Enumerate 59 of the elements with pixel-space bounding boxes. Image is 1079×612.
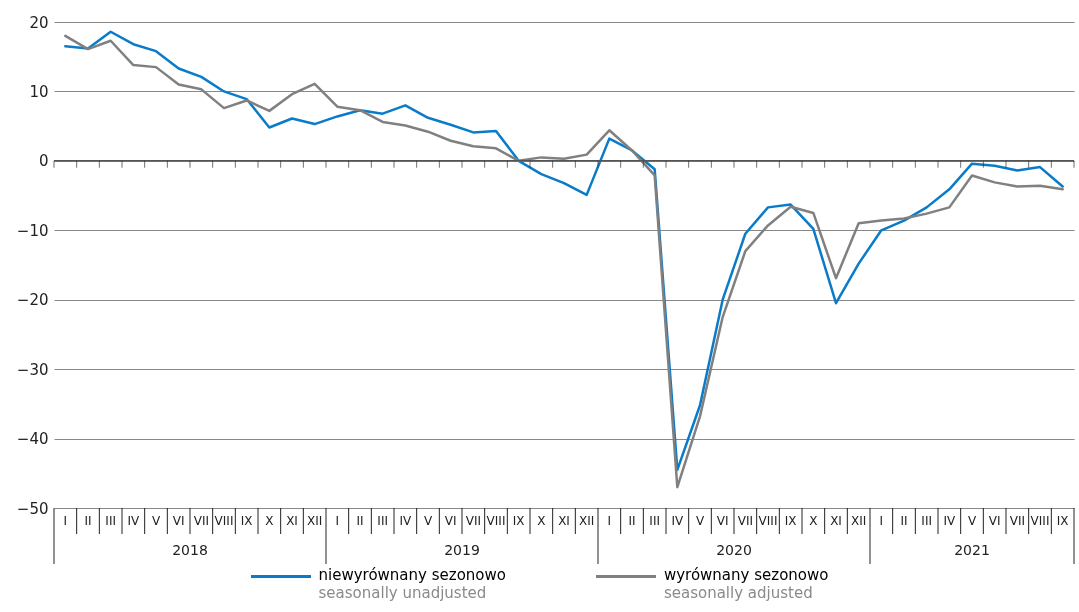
x-tick-label: III bbox=[921, 514, 932, 528]
x-tick-label: VIII bbox=[758, 514, 778, 528]
x-tick-label: XII bbox=[307, 514, 323, 528]
x-tick-label: I bbox=[879, 514, 884, 528]
x-tick-label: III bbox=[649, 514, 660, 528]
x-tick-label: V bbox=[423, 514, 433, 528]
x-tick-label: X bbox=[537, 514, 546, 528]
x-tick-label: XII bbox=[579, 514, 595, 528]
x-tick-label: VI bbox=[988, 514, 1001, 528]
text: 2018 bbox=[172, 542, 208, 558]
y-tick-label: −10 bbox=[16, 221, 49, 240]
x-tick-label: IV bbox=[127, 514, 140, 528]
x-tick-label: V bbox=[151, 514, 161, 528]
x-tick-label: II bbox=[900, 514, 908, 528]
text: 2020 bbox=[716, 542, 752, 558]
x-tick-label: XII bbox=[851, 514, 867, 528]
x-tick-label: I bbox=[607, 514, 612, 528]
text: 2019 bbox=[444, 542, 480, 558]
x-tick-label: V bbox=[695, 514, 705, 528]
y-tick-label: −30 bbox=[16, 360, 49, 379]
x-tick-label: VII bbox=[465, 514, 481, 528]
x-tick-label: IV bbox=[671, 514, 684, 528]
x-tick-label: VI bbox=[172, 514, 185, 528]
x-tick-label: VII bbox=[737, 514, 753, 528]
x-tick-label: XI bbox=[558, 514, 570, 528]
x-tick-label: VII bbox=[1009, 514, 1025, 528]
x-tick-label: IX bbox=[1056, 514, 1069, 528]
x-tick-label: XI bbox=[830, 514, 842, 528]
x-tick-label: X bbox=[809, 514, 818, 528]
x-tick-label: X bbox=[265, 514, 274, 528]
x-tick-label: VIII bbox=[1030, 514, 1050, 528]
x-tick-label: II bbox=[84, 514, 92, 528]
y-tick-label: −40 bbox=[16, 430, 49, 449]
x-tick-label: IX bbox=[784, 514, 797, 528]
x-tick-label: IV bbox=[399, 514, 412, 528]
y-tick-label: 0 bbox=[38, 152, 49, 171]
legend-label: niewyrównany sezonowo seasonally unadjusted bbox=[318, 566, 506, 602]
x-tick-label: VI bbox=[444, 514, 457, 528]
x-tick-label: IX bbox=[512, 514, 525, 528]
text: 2021 bbox=[954, 542, 990, 558]
x-tick-label: II bbox=[356, 514, 364, 528]
x-tick-label: XI bbox=[286, 514, 298, 528]
x-tick-label: VI bbox=[716, 514, 729, 528]
y-tick-label: −20 bbox=[16, 291, 49, 310]
x-tick-label: I bbox=[335, 514, 340, 528]
y-tick-label: −50 bbox=[16, 499, 49, 518]
x-tick-label: IX bbox=[240, 514, 253, 528]
y-tick-label: 20 bbox=[29, 13, 49, 32]
x-tick-label: IV bbox=[943, 514, 956, 528]
x-tick-label: VIII bbox=[486, 514, 506, 528]
x-tick-label: VII bbox=[193, 514, 209, 528]
x-tick-label: I bbox=[63, 514, 68, 528]
y-tick-label: 10 bbox=[29, 82, 49, 101]
legend-label: wyrównany sezonowo seasonally adjusted bbox=[663, 566, 829, 602]
x-tick-label: III bbox=[377, 514, 388, 528]
x-tick-label: VIII bbox=[214, 514, 234, 528]
x-tick-label: III bbox=[105, 514, 116, 528]
x-tick-label: V bbox=[967, 514, 977, 528]
x-tick-label: II bbox=[628, 514, 636, 528]
